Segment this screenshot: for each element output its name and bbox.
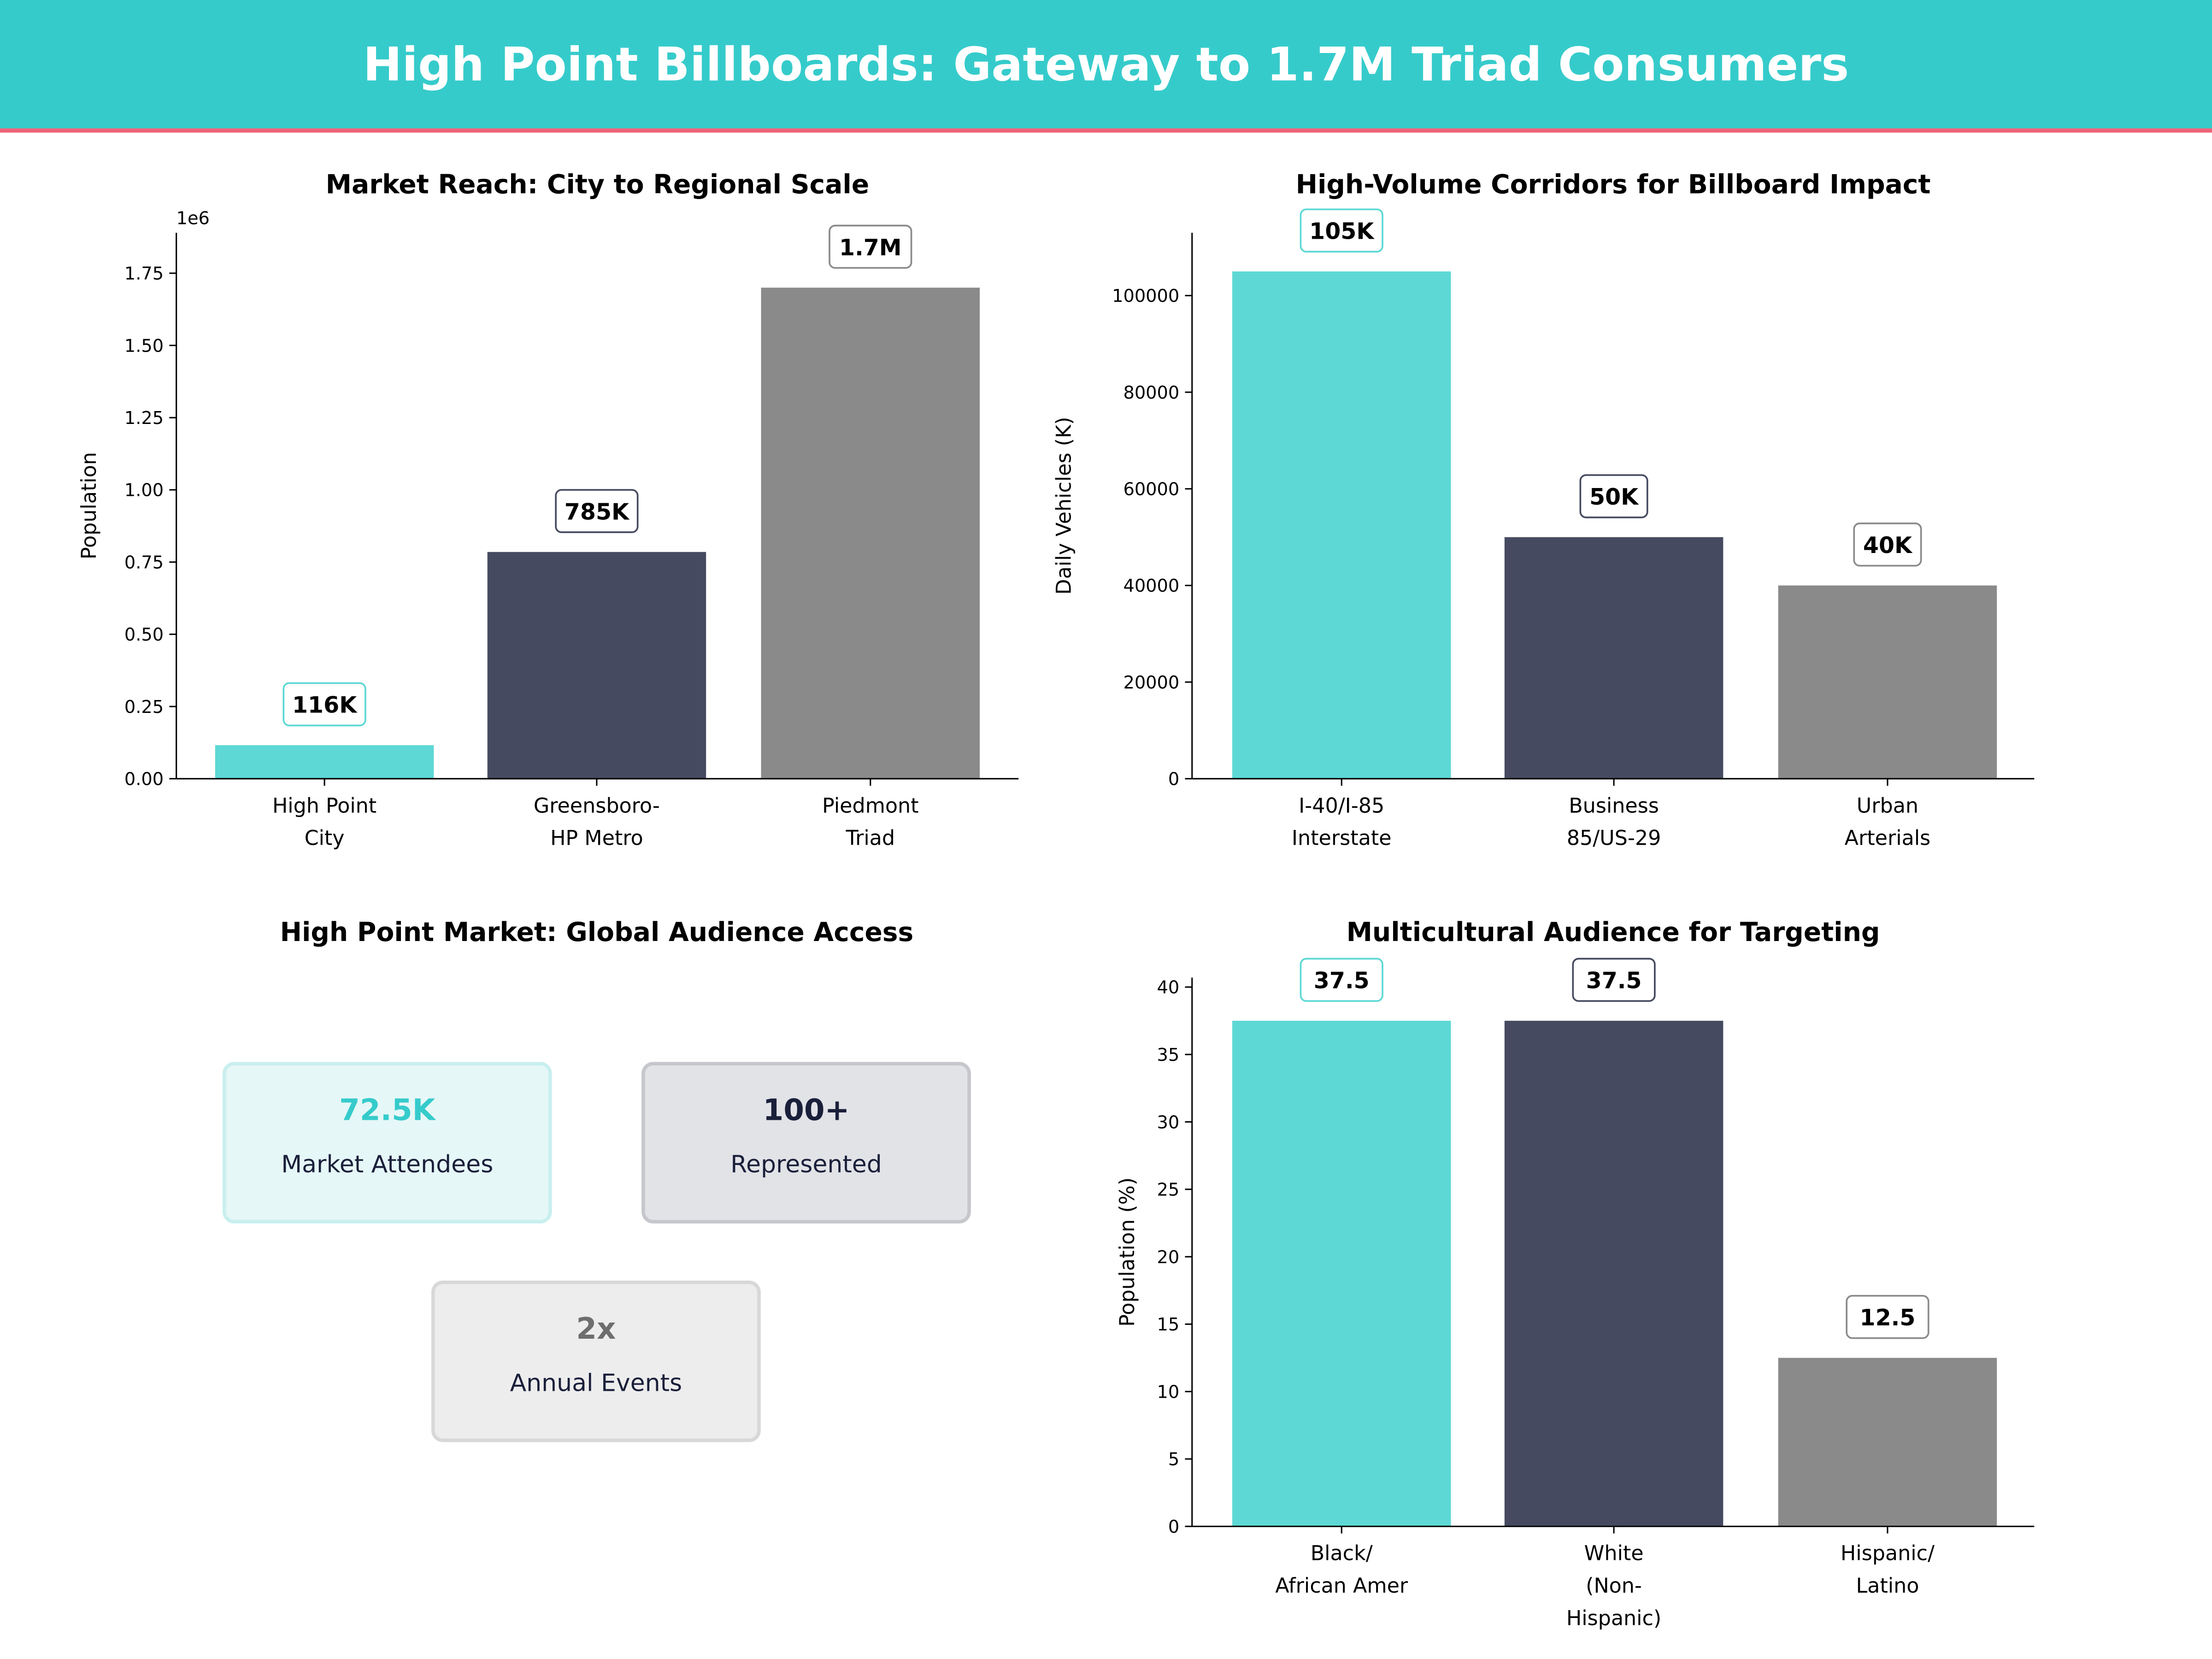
bar <box>1232 1021 1451 1527</box>
y-tick-label: 1.50 <box>124 335 164 356</box>
stat-value: 72.5K <box>339 1093 436 1128</box>
bar <box>1778 585 1997 779</box>
x-tick-label: City <box>305 827 345 850</box>
y-tick-label: 0.00 <box>124 769 164 790</box>
x-tick-label: 85/US-29 <box>1567 827 1661 850</box>
y-tick-label: 5 <box>1168 1449 1179 1470</box>
y-tick-label: 20 <box>1157 1247 1180 1268</box>
data-label: 37.5 <box>1314 968 1370 994</box>
data-label: 105K <box>1309 218 1375 245</box>
stat-label: Market Attendees <box>281 1151 493 1178</box>
data-label: 40K <box>1863 532 1913 559</box>
x-tick-label: Interstate <box>1292 827 1392 850</box>
x-tick-label: Greensboro- <box>534 794 660 818</box>
data-label: 1.7M <box>839 235 901 261</box>
data-label-box <box>1572 958 1656 1002</box>
bar <box>1232 271 1451 779</box>
data-label-box <box>1853 522 1922 567</box>
y-tick-label: 0.75 <box>124 552 164 573</box>
data-label: 12.5 <box>1860 1305 1916 1331</box>
x-tick-label: High Point <box>272 794 377 818</box>
y-tick-label: 40000 <box>1123 576 1179 596</box>
bar <box>215 745 434 779</box>
y-tick-label: 60000 <box>1123 479 1179 500</box>
y-tick-label: 25 <box>1157 1180 1180 1200</box>
chart-title: High-Volume Corridors for Billboard Impa… <box>1296 169 1931 200</box>
stat-card-bg <box>641 1062 971 1224</box>
page-title: High Point Billboards: Gateway to 1.7M T… <box>363 37 1849 91</box>
data-label-box <box>1300 958 1383 1002</box>
data-label-box <box>1846 1294 1930 1339</box>
stat-label: Represented <box>730 1151 882 1178</box>
bar <box>1778 1358 1997 1527</box>
bar <box>761 288 980 779</box>
y-axis-label: Daily Vehicles (K) <box>1052 417 1076 594</box>
y-tick-label: 0 <box>1168 769 1179 790</box>
data-label: 785K <box>565 499 630 525</box>
stat-card: 72.5K Market Attendees <box>222 1062 552 1224</box>
y-tick-label: 1.75 <box>124 264 164 284</box>
y-axis-label: Population <box>77 452 101 559</box>
x-tick-label: Piedmont <box>822 794 918 818</box>
y-tick-label: 30 <box>1157 1112 1180 1133</box>
x-tick-label: Hispanic/ <box>1841 1542 1935 1565</box>
stat-value: 100+ <box>763 1093 849 1128</box>
y-tick-label: 10 <box>1157 1382 1180 1402</box>
x-tick-label: African Amer <box>1275 1574 1408 1598</box>
stat-card: 2x Annual Events <box>431 1280 761 1442</box>
y-offset-label: 1e6 <box>176 208 210 229</box>
data-label-box <box>1300 208 1383 253</box>
y-tick-label: 0.25 <box>124 697 164 718</box>
y-tick-label: 80000 <box>1123 382 1179 403</box>
data-label-box <box>282 682 366 727</box>
y-tick-label: 1.25 <box>124 408 164 429</box>
y-tick-label: 35 <box>1157 1045 1180 1065</box>
data-label: 37.5 <box>1586 968 1642 994</box>
y-tick-label: 1.00 <box>124 480 164 501</box>
y-tick-label: 0 <box>1168 1517 1179 1537</box>
x-tick-label: Latino <box>1856 1574 1919 1598</box>
market-panel-title: High Point Market: Global Audience Acces… <box>280 917 914 947</box>
x-tick-label: Business <box>1569 794 1659 818</box>
x-tick-label: Hispanic) <box>1566 1607 1661 1630</box>
chart-title: Multicultural Audience for Targeting <box>1347 917 1880 947</box>
market-reach-chart: Market Reach: City to Regional Scale 116K… <box>77 169 1019 850</box>
stat-value: 2x <box>576 1312 616 1346</box>
stat-card-bg <box>431 1280 761 1442</box>
x-tick-label: (Non- <box>1586 1574 1642 1598</box>
data-label: 116K <box>292 692 358 718</box>
stat-card: 100+ Represented <box>641 1062 971 1224</box>
bar <box>487 552 706 779</box>
x-tick-label: I-40/I-85 <box>1299 794 1384 818</box>
bar <box>1504 537 1724 779</box>
y-tick-label: 0.50 <box>124 624 164 645</box>
chart-title: Market Reach: City to Regional Scale <box>326 169 869 200</box>
y-axis-label: Population (%) <box>1116 1177 1139 1327</box>
y-tick-label: 20000 <box>1123 672 1179 693</box>
x-tick-label: White <box>1584 1542 1644 1565</box>
multicultural-chart: Multicultural Audience for Targeting 37.5… <box>1116 917 2035 1630</box>
data-label-box <box>829 224 912 269</box>
header-accent-line <box>0 128 2212 133</box>
data-label-box <box>1579 474 1648 518</box>
data-label-box <box>555 489 639 533</box>
x-tick-label: Urban <box>1857 794 1918 818</box>
header-banner <box>0 0 2212 129</box>
x-tick-label: HP Metro <box>550 827 643 850</box>
bar <box>1504 1021 1724 1527</box>
y-tick-label: 40 <box>1157 977 1180 998</box>
market-panel: High Point Market: Global Audience Acces… <box>222 917 971 1442</box>
stat-card-bg <box>222 1062 552 1224</box>
stat-label: Annual Events <box>510 1369 682 1397</box>
y-tick-label: 100000 <box>1112 286 1179 306</box>
y-tick-label: 15 <box>1157 1314 1180 1335</box>
data-label: 50K <box>1589 484 1639 510</box>
x-tick-label: Black/ <box>1311 1542 1373 1565</box>
x-tick-label: Triad <box>846 827 895 850</box>
corridors-chart: High-Volume Corridors for Billboard Impa… <box>1052 169 2035 850</box>
x-tick-label: Arterials <box>1845 827 1931 850</box>
